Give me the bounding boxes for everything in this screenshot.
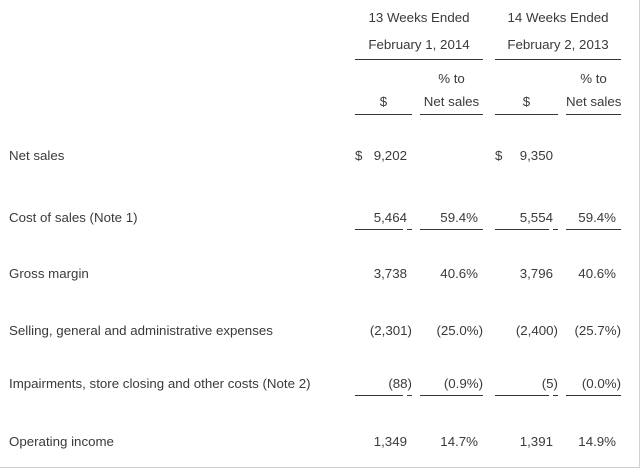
header-date-row: February 1, 2014 February 2, 2013	[9, 37, 621, 60]
table-row-operating-income: Operating income 1,349 14.7% 1,391 14.9%	[9, 434, 621, 450]
header-pct-row: % to % to	[9, 71, 621, 87]
pct-cell-2014: 59.4%	[420, 210, 483, 230]
date-2014-label: February 1, 2014	[355, 37, 483, 60]
table-row-net-sales: Net sales $ 9,202 $ 9,350	[9, 148, 621, 164]
table-row-impairments: Impairments, store closing and other cos…	[9, 376, 621, 396]
pct-cell-2014: 14.7%	[440, 434, 478, 449]
pct-to-label-2013: % to	[580, 71, 607, 86]
amount-cell-2013: $ 9,350	[495, 148, 558, 164]
row-label: Operating income	[9, 434, 114, 449]
amount-cell-2013: 3,796	[519, 266, 553, 281]
amount-value: 9,350	[519, 148, 553, 163]
row-label: Impairments, store closing and other cos…	[9, 376, 311, 391]
amount-value: 9,202	[373, 148, 407, 163]
pct-cell-2013: (0.0%)	[566, 376, 621, 396]
amount-cell-2014: 3,738	[373, 266, 407, 281]
table-row-cost-of-sales: Cost of sales (Note 1) 5,464 59.4% 5,554…	[9, 210, 621, 230]
currency-symbol: $	[355, 148, 363, 163]
row-label: Gross margin	[9, 266, 89, 281]
amount-cell-2013: (2,400)	[515, 323, 558, 338]
header-units-row: $ Net sales $ Net sales	[9, 94, 621, 115]
row-label: Cost of sales (Note 1)	[9, 210, 138, 225]
pct-cell-2013: 14.9%	[578, 434, 616, 449]
pct-cell-2013: 59.4%	[566, 210, 621, 230]
net-sales-column-header-2014: Net sales	[420, 94, 483, 115]
pct-cell-2014: (0.9%)	[420, 376, 483, 396]
amount-cell-2014: (2,301)	[369, 323, 412, 338]
dollar-column-header-2014: $	[355, 94, 412, 115]
net-sales-column-header-2013: Net sales	[566, 94, 621, 115]
row-label: Selling, general and administrative expe…	[9, 323, 273, 338]
amount-cell-2014: (88)	[355, 376, 412, 396]
pct-cell-2014: (25.0%)	[436, 323, 483, 338]
period-2013-label: 14 Weeks Ended	[507, 10, 609, 25]
header-period-row: 13 Weeks Ended 14 Weeks Ended	[9, 10, 621, 26]
amount-cell-2014: 1,349	[373, 434, 407, 449]
row-label: Net sales	[9, 148, 65, 163]
amount-cell-2013: 1,391	[519, 434, 553, 449]
pct-cell-2013: (25.7%)	[574, 323, 621, 338]
table-row-gross-margin: Gross margin 3,738 40.6% 3,796 40.6%	[9, 266, 621, 282]
currency-symbol: $	[495, 148, 503, 163]
pct-cell-2014: 40.6%	[440, 266, 478, 281]
amount-cell-2013: 5,554	[495, 210, 558, 230]
pct-to-label-2014: % to	[438, 71, 465, 86]
pct-cell-2013: 40.6%	[578, 266, 616, 281]
table-row-sga-expenses: Selling, general and administrative expe…	[9, 323, 621, 339]
amount-cell-2013: (5)	[495, 376, 558, 396]
date-2013-label: February 2, 2013	[495, 37, 621, 60]
dollar-column-header-2013: $	[495, 94, 558, 115]
amount-cell-2014: 5,464	[355, 210, 412, 230]
period-2014-label: 13 Weeks Ended	[368, 10, 470, 25]
amount-cell-2014: $ 9,202	[355, 148, 412, 164]
